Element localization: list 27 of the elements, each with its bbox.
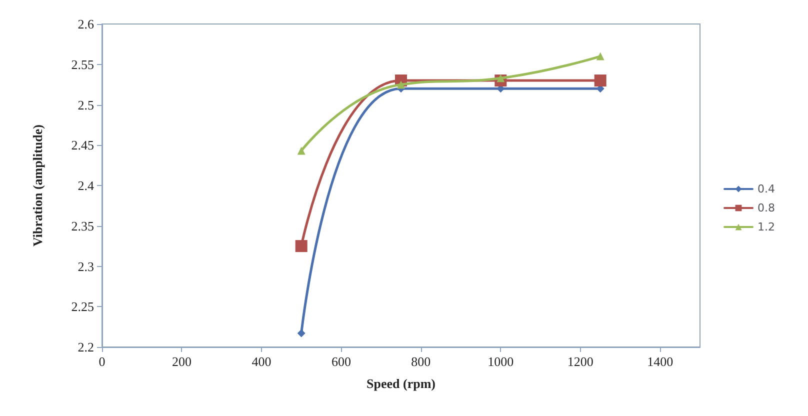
y-axis-title: Vibration (amplitude)	[30, 124, 45, 246]
y-tick-label: 2.6	[78, 16, 94, 32]
x-tick-label: 200	[172, 354, 192, 369]
point	[596, 52, 604, 60]
point	[594, 74, 606, 87]
legend-label: 0.8	[758, 202, 776, 214]
point	[297, 329, 306, 338]
point	[295, 240, 308, 252]
y-tick-label: 2.4	[78, 178, 94, 193]
legend-label: 0.4	[758, 182, 776, 196]
x-tick-label: 600	[331, 354, 351, 369]
x-tick-label: 400	[252, 354, 272, 369]
x-tick-label: 0	[98, 354, 106, 369]
legend-label: 1.2	[758, 220, 776, 234]
y-tick-label: 2.45	[71, 138, 94, 153]
x-tick-label: 1400	[647, 354, 674, 369]
x-axis-title: Speed (rpm)	[366, 376, 436, 391]
y-tick-label: 2.55	[71, 56, 94, 72]
y-tick-label: 2.5	[78, 97, 94, 112]
point	[297, 146, 306, 155]
y-tick-label: 2.25	[71, 299, 94, 314]
y-tick-label: 2.2	[78, 340, 94, 354]
y-tick-label: 2.35	[71, 218, 94, 234]
x-tick-label: 800	[411, 354, 431, 369]
x-tick-label: 1200	[567, 354, 594, 369]
x-tick-label: 1000	[488, 354, 514, 369]
y-tick-label: 2.3	[78, 258, 94, 274]
